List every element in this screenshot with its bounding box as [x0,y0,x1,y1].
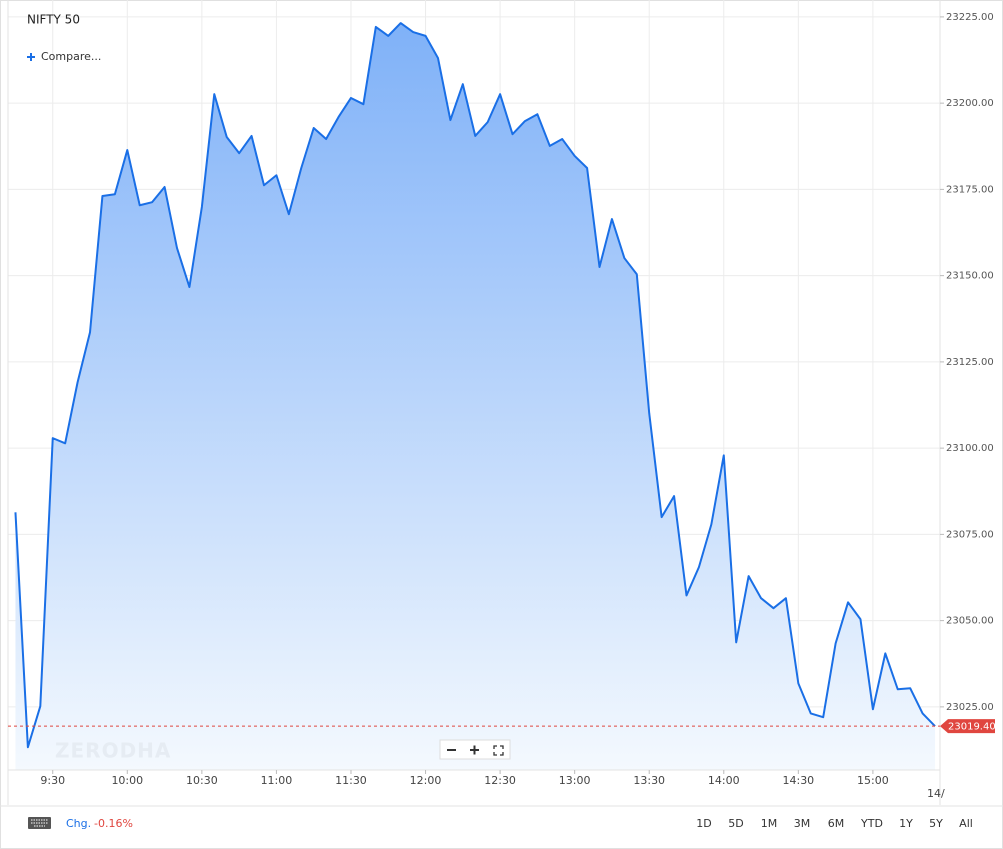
range-selector: 1D 5D 1M 3M 6M YTD 1Y 5Y All [696,817,973,830]
zoom-in[interactable] [470,745,479,755]
range-button[interactable]: 6M [828,817,845,830]
y-tick-label: 23125.00 [946,357,994,368]
change-value: -0.16% [94,817,133,830]
date-label: 14/ [927,787,945,800]
range-button[interactable]: 1Y [899,817,913,830]
y-tick-label: 23050.00 [946,616,994,627]
x-tick-label: 13:00 [559,774,591,787]
change-label: Chg. [66,817,91,830]
range-button[interactable]: 3M [794,817,811,830]
chart-title: NIFTY 50 [27,13,80,27]
y-tick-label: 23225.00 [946,12,994,23]
x-tick-label: 9:30 [40,774,65,787]
area [15,23,936,770]
x-tick-label: 14:00 [708,774,740,787]
y-tick-label: 23025.00 [946,702,994,713]
x-tick-label: 12:30 [484,774,516,787]
y-tick-label: 23150.00 [946,271,994,282]
x-tick-label: 14:30 [782,774,814,787]
fullscreen[interactable] [493,745,504,756]
range-button[interactable]: 5D [728,817,743,830]
current-price-tag [940,719,995,734]
range-button[interactable]: 1M [761,817,778,830]
range-button[interactable]: All [959,817,973,830]
x-tick-label: 11:30 [335,774,367,787]
line [14,22,936,749]
plot [14,22,936,770]
keyboard-icon[interactable] [28,817,51,829]
zoom-controls [439,739,511,760]
x-tick-label: 10:30 [186,774,218,787]
x-tick-label: 10:00 [111,774,143,787]
y-tick-label: 23100.00 [946,443,994,454]
x-tick-label: 13:30 [633,774,665,787]
range-button[interactable]: YTD [860,817,883,830]
watermark: ZERODHA [55,739,171,763]
compare-icon[interactable] [27,53,35,61]
y-tick-label: 23200.00 [946,98,994,109]
y-tick-label: 23175.00 [946,184,994,195]
x-tick-label: 15:00 [857,774,889,787]
range-button[interactable]: 5Y [929,817,943,830]
current-price-label: 23019.40 [948,722,996,733]
y-tick-label: 23075.00 [946,529,994,540]
x-tick-label: 12:00 [410,774,442,787]
x-tick-label: 11:00 [261,774,293,787]
compare-button[interactable]: Compare... [41,50,101,63]
range-button[interactable]: 1D [696,817,711,830]
